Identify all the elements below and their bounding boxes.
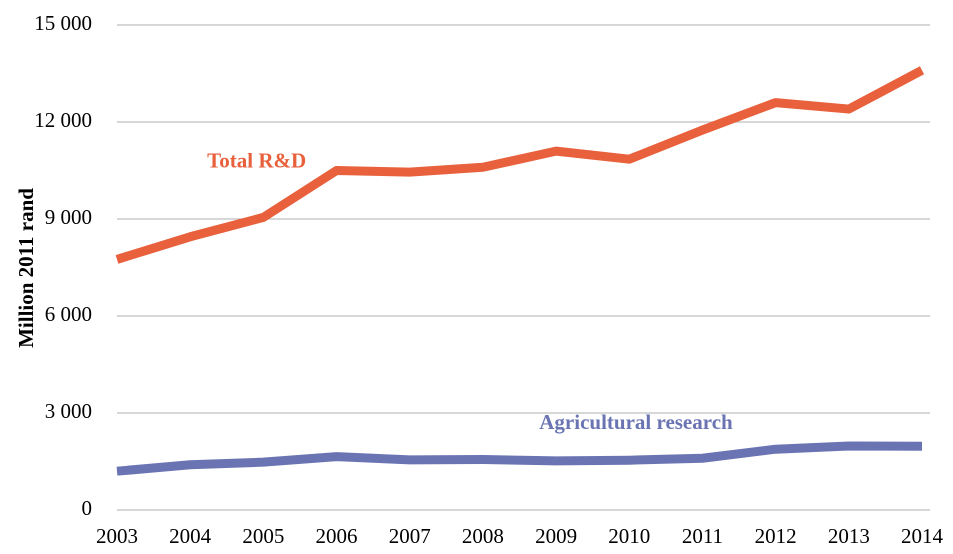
x-tick-label: 2009	[535, 524, 577, 548]
y-axis-title: Million 2011 rand	[14, 188, 38, 348]
x-tick-label: 2010	[608, 524, 650, 548]
x-tick-label: 2011	[682, 524, 723, 548]
x-tick-label: 2007	[389, 524, 431, 548]
y-tick-label: 15 000	[34, 11, 92, 35]
series-label: Agricultural research	[539, 410, 733, 434]
x-tick-label: 2012	[755, 524, 797, 548]
y-tick-label: 6 000	[45, 302, 92, 326]
y-tick-label: 0	[82, 496, 93, 520]
x-tick-label: 2005	[242, 524, 284, 548]
y-tick-label: 3 000	[45, 399, 92, 423]
x-tick-label: 2004	[169, 524, 212, 548]
data-line	[116, 441, 923, 476]
series-label: Total R&D	[207, 149, 306, 173]
data-line	[115, 66, 925, 264]
x-tick-label: 2006	[316, 524, 358, 548]
x-tick-label: 2014	[901, 524, 944, 548]
y-tick-label: 12 000	[34, 108, 92, 132]
x-tick-label: 2003	[96, 524, 138, 548]
x-tick-label: 2008	[462, 524, 504, 548]
x-tick-label: 2013	[828, 524, 870, 548]
y-tick-label: 9 000	[45, 205, 92, 229]
